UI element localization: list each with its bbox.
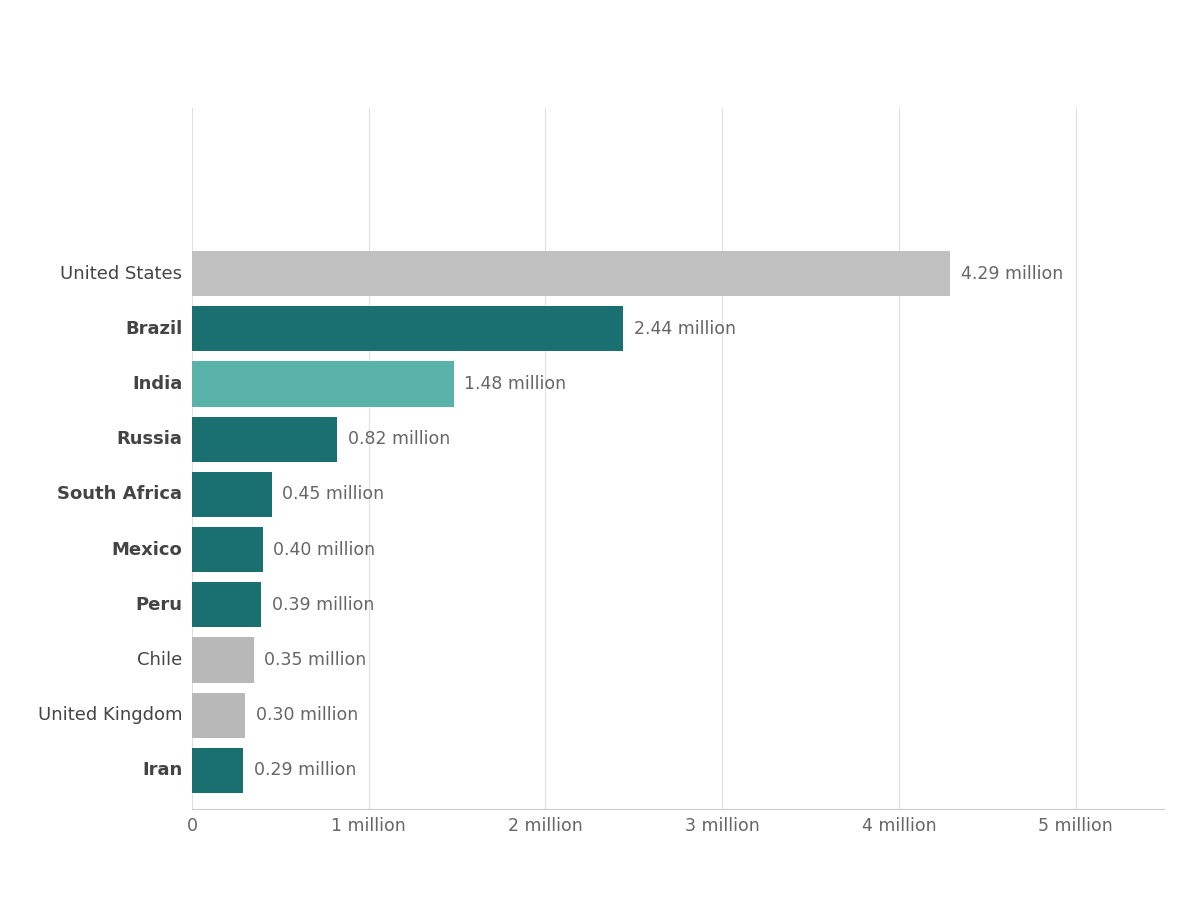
Text: Russia: Russia <box>116 430 182 449</box>
Bar <box>192 637 254 682</box>
Bar <box>192 472 271 517</box>
Text: 4.29 million: 4.29 million <box>961 264 1063 282</box>
Text: 1.48 million: 1.48 million <box>464 375 566 393</box>
Bar <box>192 306 623 352</box>
Text: Brazil: Brazil <box>125 320 182 338</box>
Bar <box>192 692 245 738</box>
Text: Peru: Peru <box>136 596 182 614</box>
Text: India: India <box>132 375 182 393</box>
Bar <box>192 416 337 462</box>
Text: 0.82 million: 0.82 million <box>348 430 450 449</box>
Text: 0.39 million: 0.39 million <box>271 596 374 614</box>
Text: 0.30 million: 0.30 million <box>256 707 358 725</box>
Text: 0.40 million: 0.40 million <box>274 540 376 558</box>
Text: United Kingdom: United Kingdom <box>37 707 182 725</box>
Text: Chile: Chile <box>137 651 182 669</box>
Text: 0.45 million: 0.45 million <box>282 485 384 503</box>
Text: Mexico: Mexico <box>112 540 182 558</box>
Text: 0.29 million: 0.29 million <box>254 761 356 779</box>
Bar <box>192 527 263 573</box>
Text: South Africa: South Africa <box>58 485 182 503</box>
Bar <box>192 748 244 793</box>
Text: United States: United States <box>60 264 182 282</box>
Bar <box>192 251 950 296</box>
Text: 0.35 million: 0.35 million <box>264 651 367 669</box>
Text: Iran: Iran <box>142 761 182 779</box>
Bar <box>192 583 260 628</box>
Text: 2.44 million: 2.44 million <box>634 320 736 338</box>
Bar <box>192 361 454 406</box>
